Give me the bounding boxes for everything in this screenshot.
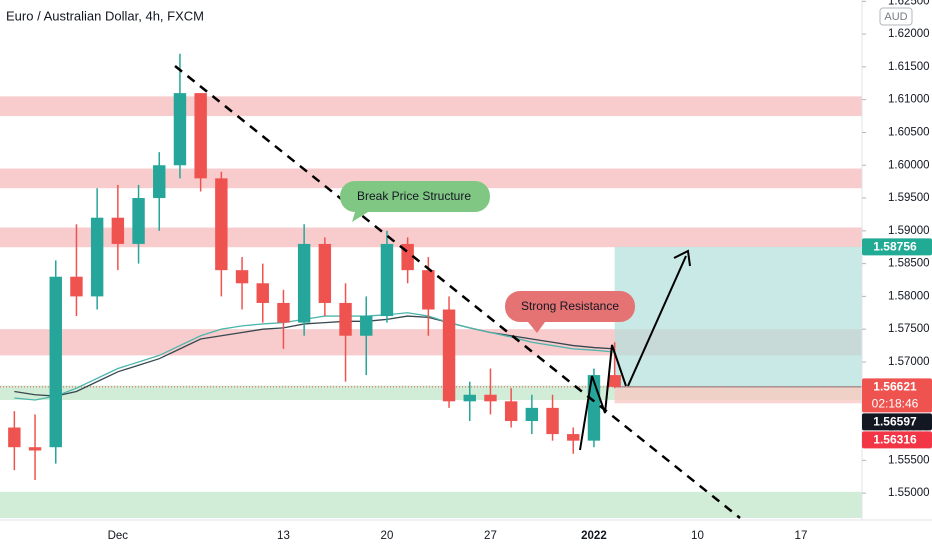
x-tick-label: 27 [484,530,497,542]
candle-body [235,270,249,284]
annotation-tail [528,322,545,333]
y-tick-label: 1.57500 [888,323,930,335]
candle-body [484,394,497,402]
candle-body [215,178,228,271]
candle-body [194,93,207,179]
zone [0,96,862,117]
y-tick-label: 1.60500 [888,126,930,138]
candle-body [111,217,125,244]
candle-body [49,276,62,448]
price-tag-label: 1.56621 [873,379,917,393]
candle-body [8,427,21,448]
y-tick-label: 1.58000 [888,290,930,302]
position [614,246,862,404]
y-tick-label: 1.59000 [888,225,930,237]
x-tick-label: 17 [795,530,808,542]
currency-box [879,7,913,26]
candle-body [442,309,456,402]
annotation: Strong Resistance [505,291,635,333]
y-tick-label: 1.59500 [888,192,930,204]
candle-body [318,243,332,303]
y-tick-label: 1.55500 [888,454,930,466]
candle-body [153,165,166,199]
annotation-text: Break Price Structure [357,189,471,203]
axes: 1.550001.555001.560001.565001.570001.575… [108,0,932,542]
price-tag-label: 1.56316 [873,432,917,446]
position-stop [614,386,862,404]
x-tick-label: 2022 [581,530,607,542]
x-tick-label: 13 [277,530,290,542]
countdown: 02:18:46 [872,396,919,410]
y-tick-label: 1.55000 [888,487,930,499]
price-tag [862,413,932,431]
candle-body [422,270,435,310]
x-tick-label: Dec [108,530,129,542]
candle-body [360,316,373,336]
candle-body [297,243,311,323]
y-tick-label: 1.57000 [888,356,930,368]
zone [0,227,862,248]
position-target [614,246,862,387]
x-tick-label: 20 [381,530,394,542]
candle-body [28,447,42,451]
zone [0,491,862,519]
price-tag [862,431,932,449]
zigzag [579,344,627,451]
annotation-box [340,181,490,212]
candle-body [525,407,539,421]
y-tick-label: 1.62500 [888,0,930,7]
candle-body [173,93,187,166]
price-tag-label: 1.58756 [873,239,917,253]
annotation-box [505,291,635,322]
candle-body [339,302,352,336]
annotation: Break Price Structure [340,181,490,222]
price-tag [862,238,932,256]
y-tick-label: 1.62000 [888,28,930,40]
annotation-text: Strong Resistance [521,299,619,313]
arrow-head [673,249,691,267]
candle-body [546,407,559,435]
price-tag [862,378,932,413]
annotation-tail [352,212,368,222]
candle-body [132,198,145,244]
candle-body [608,375,621,387]
candle-body [90,217,104,297]
y-tick-label: 1.60000 [888,159,930,171]
x-tick-label: 10 [691,530,704,542]
candle-body [256,283,269,303]
arrow [627,255,687,387]
candle-body [567,434,580,441]
price-tag-label: 1.56597 [873,414,917,428]
candle-body [504,401,518,421]
trend-line [174,65,741,519]
y-tick-label: 1.61000 [888,94,930,106]
chart-title: Euro / Australian Dollar, 4h, FXCM [6,8,204,23]
candle-body [277,302,290,323]
candle-body [380,243,394,317]
candle-body [70,276,83,297]
currency: AUD [884,11,907,23]
candle-body [463,394,476,402]
y-tick-label: 1.61500 [888,61,930,73]
y-tick-label: 1.58500 [888,258,930,270]
